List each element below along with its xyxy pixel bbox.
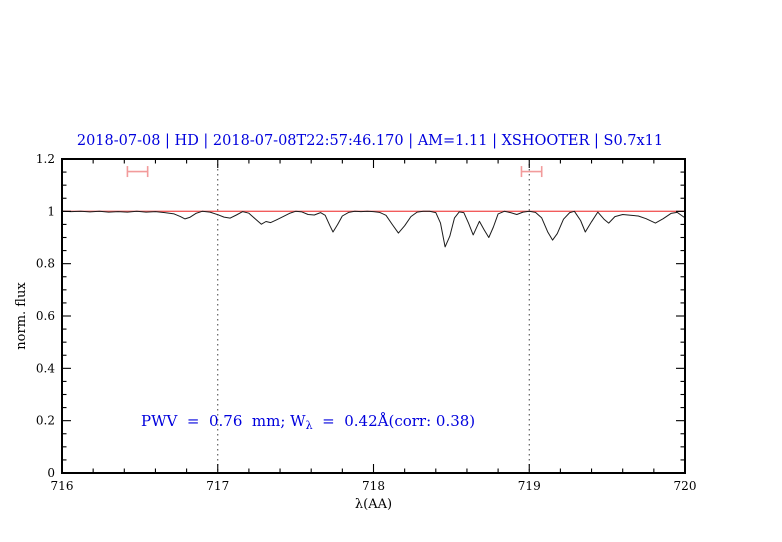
plot-title: 2018-07-08 | HD | 2018-07-08T22:57:46.17… — [76, 133, 664, 149]
x-axis-label: λ(AA) — [354, 497, 393, 512]
y-tick-label: 0.2 — [36, 414, 55, 428]
pwv-annotation-text: PWV = 0.76 mm; W — [141, 412, 306, 430]
y-tick-label: 1.2 — [36, 152, 55, 166]
y-tick-label: 0 — [47, 466, 55, 480]
pwv-annotation-rest: = 0.42Å(corr: 0.38) — [312, 412, 476, 430]
x-tick-label: 720 — [674, 479, 697, 493]
y-tick-label: 1 — [47, 204, 55, 218]
x-tick-label: 716 — [51, 479, 74, 493]
pwv-annotation: PWV = 0.76 mm; Wλ = 0.42Å(corr: 0.38) — [141, 412, 475, 432]
pwv-band-marker-2 — [520, 166, 543, 178]
axes-frame — [61, 158, 686, 474]
y-tick-label: 0.6 — [36, 309, 55, 323]
pwv-band-marker-1 — [126, 166, 149, 178]
x-tick-label: 719 — [518, 479, 541, 493]
y-tick-label: 0.4 — [36, 361, 55, 375]
x-tick-label: 718 — [362, 479, 385, 493]
spectrum-line — [61, 210, 686, 248]
axis-ticks — [61, 158, 686, 474]
pwv-annotation-subscript: λ — [305, 419, 313, 432]
y-tick-label: 0.8 — [36, 257, 55, 271]
x-tick-label: 717 — [206, 479, 229, 493]
